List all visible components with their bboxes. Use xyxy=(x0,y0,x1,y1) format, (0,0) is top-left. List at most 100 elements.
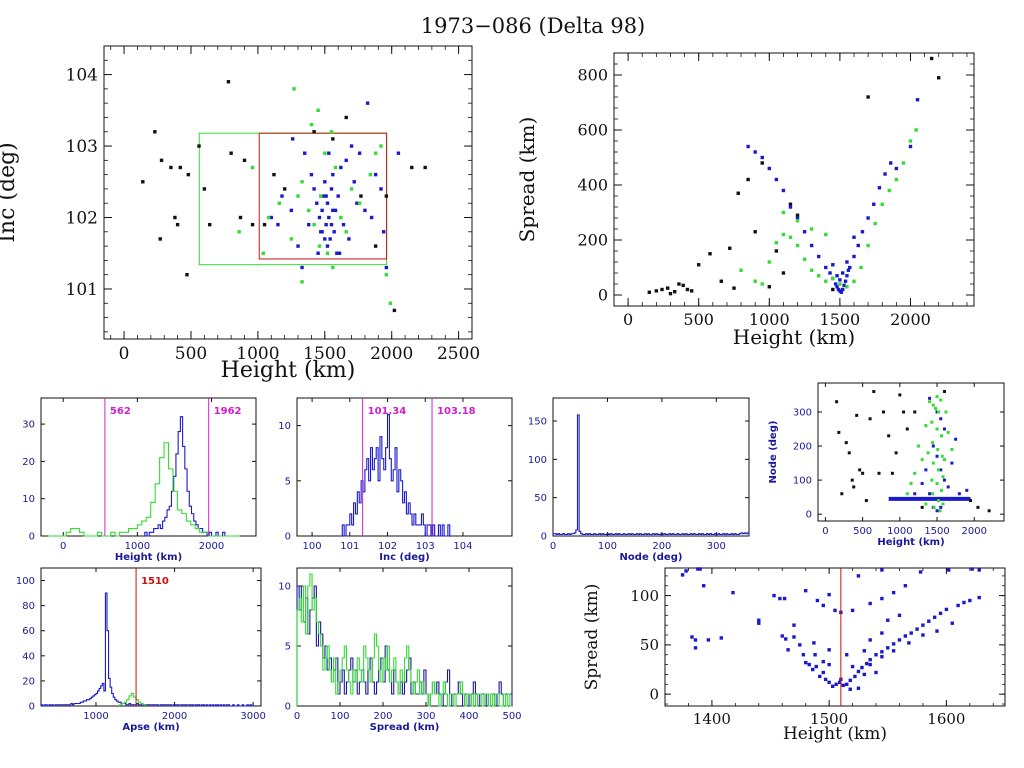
x-tick-label: 1500 xyxy=(924,526,949,537)
blue-point xyxy=(928,396,932,400)
green-point xyxy=(946,430,950,434)
blue-point xyxy=(841,683,845,687)
blue-point xyxy=(833,608,837,613)
blue-point xyxy=(772,593,776,598)
blue-point xyxy=(845,682,849,687)
blue-point xyxy=(821,603,825,608)
x-tick-label: 0 xyxy=(822,526,828,537)
x-tick-label: 3000 xyxy=(240,711,265,722)
x-tick-label: 400 xyxy=(459,711,478,722)
blue-point xyxy=(942,427,946,431)
green-point xyxy=(909,482,913,486)
blue-point xyxy=(813,653,817,657)
blue-point xyxy=(845,260,849,264)
y-tick-label: 800 xyxy=(577,66,608,85)
blue-point xyxy=(889,161,893,165)
blue-point xyxy=(355,201,359,205)
blue-point xyxy=(320,208,324,213)
blue-point xyxy=(331,208,335,213)
blue-point xyxy=(802,230,807,234)
black-point xyxy=(178,165,182,170)
green-point xyxy=(937,468,941,472)
black-point xyxy=(175,222,180,227)
blue-point xyxy=(880,568,884,572)
blue-point xyxy=(329,222,334,227)
x-tick-label: 200 xyxy=(373,711,392,722)
blue-point xyxy=(850,608,855,613)
blue-point xyxy=(946,485,950,489)
y-tick-label: 10 xyxy=(278,582,291,593)
blue-point xyxy=(698,567,702,571)
y-tick-label: 104 xyxy=(66,66,98,86)
blue-point xyxy=(924,468,928,472)
blue-histogram-line xyxy=(144,416,226,537)
black-point xyxy=(141,180,145,184)
x-tick-label: 2000 xyxy=(962,526,987,537)
green-point xyxy=(795,219,800,223)
blue-point xyxy=(856,669,861,674)
green-point xyxy=(937,410,941,414)
blue-point xyxy=(853,674,857,679)
y-tick-label: 101 xyxy=(66,280,98,300)
y-tick-label: 600 xyxy=(577,121,608,140)
green-point xyxy=(289,237,294,241)
black-point xyxy=(881,410,885,414)
blue-point xyxy=(365,101,370,105)
blue-point xyxy=(784,637,788,641)
blue-point xyxy=(357,151,362,155)
y-tick-label: 150 xyxy=(528,417,547,428)
y-tick-label: 102 xyxy=(66,208,98,228)
blue-point xyxy=(921,623,925,627)
green-point xyxy=(319,194,323,198)
blue-point xyxy=(792,635,796,639)
black-point xyxy=(868,417,872,421)
green-histogram-line xyxy=(119,692,147,706)
y-tick-label: 200 xyxy=(793,442,812,453)
black-point xyxy=(158,237,162,241)
blue-point xyxy=(862,649,867,653)
x-tick-label: 2000 xyxy=(370,344,413,364)
blue-point xyxy=(907,641,911,645)
green-histogram-line xyxy=(48,442,240,537)
blue-point xyxy=(868,601,872,606)
green-point xyxy=(753,279,757,283)
black-point xyxy=(781,271,786,275)
green-point xyxy=(920,458,924,462)
black-point xyxy=(942,390,946,394)
blue-histogram-line xyxy=(40,592,254,707)
black-point xyxy=(384,194,389,198)
blue-point xyxy=(780,634,784,638)
blue-point xyxy=(903,634,908,638)
x-axis-label: Height (km) xyxy=(115,552,182,563)
x-tick-label: 1000 xyxy=(236,344,279,364)
blue-point xyxy=(349,144,354,148)
green-point xyxy=(940,488,944,492)
green-point xyxy=(942,458,946,462)
green-point xyxy=(932,505,936,509)
blue-point xyxy=(977,568,981,572)
blue-point xyxy=(866,216,870,220)
green-point xyxy=(935,427,939,431)
green-histogram-line xyxy=(296,573,512,707)
blue-point xyxy=(309,172,314,177)
black-point xyxy=(732,286,736,290)
blue-point xyxy=(968,598,972,603)
black-point xyxy=(660,287,664,292)
blue-point xyxy=(880,596,884,601)
green-point xyxy=(859,265,863,270)
x-tick-label: 0 xyxy=(294,711,300,722)
blue-point xyxy=(848,678,852,683)
blue-point xyxy=(838,278,842,282)
blue-point xyxy=(782,596,787,601)
blue-point xyxy=(289,208,294,213)
green-point xyxy=(894,177,899,182)
marker-label: 562 xyxy=(110,406,131,417)
x-tick-label: 1000 xyxy=(125,541,150,552)
x-axis-label: Inc (deg) xyxy=(379,552,430,563)
black-point xyxy=(767,285,771,289)
blue-point xyxy=(830,684,835,688)
y-tick-label: 40 xyxy=(22,651,35,662)
blue-point xyxy=(812,641,816,645)
